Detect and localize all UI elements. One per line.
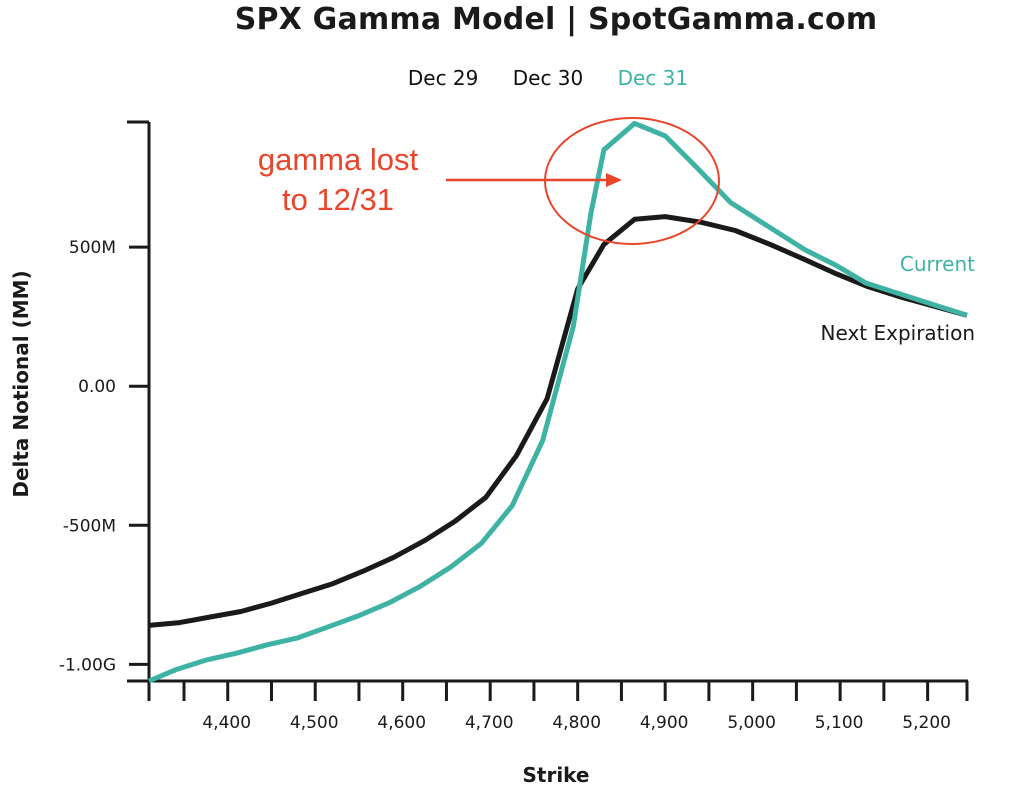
next-expiration-series-label: Next Expiration (821, 321, 975, 345)
x-tick-label: 4,500 (290, 713, 339, 733)
current-series-line (148, 120, 968, 684)
tab-dec-29[interactable]: Dec 29 (407, 66, 479, 90)
annotation-text-line: gamma lost (258, 142, 419, 177)
annotation-arrowhead (606, 173, 622, 187)
y-axis-title: Delta Notional (MM) (9, 270, 33, 497)
tab-dec-31[interactable]: Dec 31 (617, 66, 689, 90)
x-tick-label: 4,400 (202, 713, 251, 733)
x-tick-label: 5,100 (815, 713, 864, 733)
x-tick-label: 5,000 (727, 713, 776, 733)
current-series-label: Current (900, 252, 975, 276)
series-layer (148, 120, 968, 684)
y-tick-label: -1.00G (59, 655, 116, 675)
annotation-text-line: to 12/31 (282, 182, 394, 217)
y-tick-label: -500M (63, 516, 116, 536)
labels-layer: 500M 0.00 -500M -1.00G 4,400 4,500 4,600 4,700 4… (9, 238, 975, 787)
next-expiration-series-line (148, 214, 968, 628)
chart-title: SPX Gamma Model | SpotGamma.com (234, 2, 878, 37)
date-tabs: Dec 29 Dec 30 Dec 31 (0, 66, 1024, 90)
x-tick-label: 4,600 (377, 713, 426, 733)
y-tick-label: 0.00 (78, 377, 116, 397)
x-axis-title: Strike (522, 763, 589, 787)
tab-dec-30[interactable]: Dec 30 (512, 66, 584, 90)
x-tick-label: 4,900 (640, 713, 689, 733)
axes-layer (127, 120, 969, 701)
x-tick-label: 4,700 (465, 713, 514, 733)
x-tick-label: 4,800 (552, 713, 601, 733)
annotation-layer: gamma lost to 12/31 (258, 117, 720, 245)
y-tick-label: 500M (69, 238, 116, 258)
x-tick-label: 5,200 (902, 713, 951, 733)
